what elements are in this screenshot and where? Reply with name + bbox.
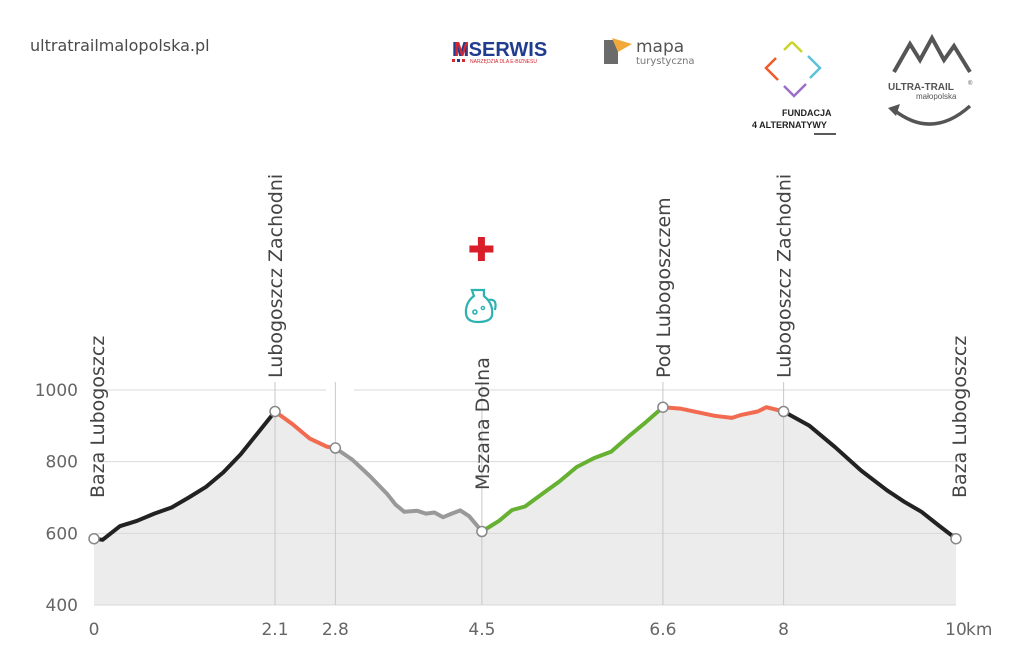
checkpoint-marker bbox=[88, 532, 100, 545]
profile-segment-1 bbox=[273, 409, 338, 451]
x-tick-label: 6.6 bbox=[649, 620, 676, 640]
ultra-trail-logo-line2: małopolska bbox=[916, 92, 957, 101]
water-jug-bubble bbox=[472, 309, 478, 315]
profile-area bbox=[94, 407, 956, 605]
checkpoint-marker bbox=[476, 525, 488, 538]
checkpoint-marker bbox=[657, 401, 669, 413]
profile-segment-2 bbox=[333, 446, 484, 534]
mapa-logo-line2: turystyczna bbox=[636, 56, 695, 67]
x-tick-label: 10 bbox=[945, 620, 967, 640]
first-aid-icon bbox=[469, 237, 494, 261]
mserwis-logo: MSERWIS M NARZĘDZIA DLA E-BIZNESU bbox=[452, 39, 547, 65]
checkpoint-label: Baza Lubogoszcz bbox=[87, 336, 109, 498]
site-url[interactable]: ultratrailmalopolska.pl bbox=[30, 36, 210, 55]
checkpoint-label: Lubogoszcz Zachodni bbox=[265, 174, 287, 378]
mserwis-logo-m: M bbox=[454, 39, 471, 61]
x-tick-label: 2.1 bbox=[261, 620, 288, 640]
checkpoint-marker bbox=[777, 405, 790, 418]
checkpoint-label: Pod Lubogoszczem bbox=[653, 197, 675, 378]
checkpoint-label: Lubogoszcz Zachodni bbox=[774, 174, 796, 378]
mapa-turystyczna-logo: mapa turystyczna bbox=[604, 37, 695, 67]
mapa-logo-line1: mapa bbox=[636, 37, 684, 57]
checkpoint-marker bbox=[329, 442, 342, 454]
ultra-trail-logo: ULTRA-TRAIL ® małopolska bbox=[888, 33, 973, 126]
mserwis-tagline: NARZĘDZIA DLA E-BIZNESU bbox=[470, 59, 537, 65]
water-jug-icon bbox=[464, 288, 497, 324]
ultra-trail-logo-line1: ULTRA-TRAIL bbox=[888, 82, 954, 93]
fundacja-logo: FUNDACJA 4 ALTERNATYWY bbox=[752, 41, 836, 135]
y-tick-label: 800 bbox=[46, 453, 78, 473]
x-tick-label: 0 bbox=[89, 620, 100, 640]
x-tick-label: 2.8 bbox=[322, 620, 349, 640]
y-tick-label: 1000 bbox=[35, 381, 78, 401]
x-unit-label: km bbox=[966, 620, 992, 640]
fundacja-logo-line2: 4 ALTERNATYWY bbox=[752, 120, 827, 130]
mserwis-logo-text: MSERWIS bbox=[452, 39, 547, 61]
checkpoint-marker bbox=[950, 532, 962, 545]
water-jug-bubble bbox=[480, 305, 486, 311]
profile-segment-0 bbox=[92, 409, 277, 542]
ultra-trail-logo-mark: ® bbox=[968, 80, 973, 87]
profile-segment-5 bbox=[781, 409, 958, 541]
profile-segment-4 bbox=[660, 405, 786, 420]
fundacja-logo-line1: FUNDACJA bbox=[782, 108, 832, 118]
checkpoint-label: Baza Lubogoszcz bbox=[949, 336, 971, 498]
checkpoint-marker bbox=[269, 405, 281, 418]
checkpoint-label: Mszana Dolna bbox=[472, 357, 494, 490]
y-tick-label: 600 bbox=[46, 524, 78, 544]
x-tick-label: 4.5 bbox=[468, 620, 495, 640]
profile-segment-3 bbox=[479, 405, 665, 534]
water-jug-body bbox=[464, 288, 494, 324]
y-tick-label: 400 bbox=[46, 596, 78, 616]
water-jug-handle bbox=[487, 298, 497, 311]
x-tick-label: 8 bbox=[778, 620, 789, 640]
first-aid-icon-bar-h bbox=[469, 245, 494, 253]
